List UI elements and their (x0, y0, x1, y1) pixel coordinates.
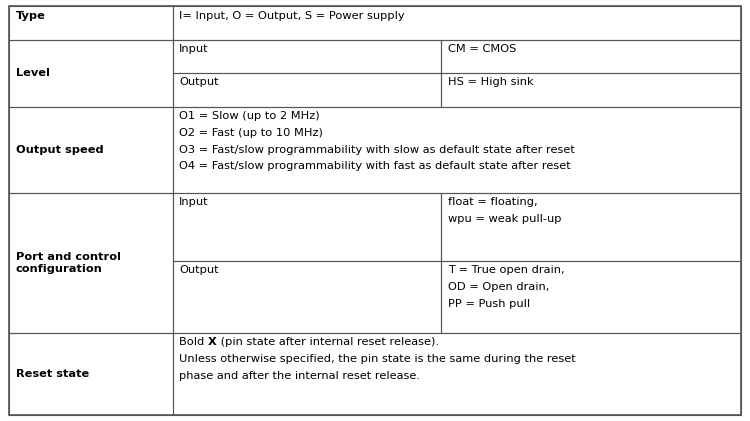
Bar (9, 193, 172, 333)
Bar (441, 40, 741, 73)
Text: CM = CMOS: CM = CMOS (448, 44, 516, 54)
Text: Unless otherwise specified, the pin state is the same during the reset: Unless otherwise specified, the pin stat… (179, 354, 576, 364)
Bar (441, 193, 741, 261)
Text: Type: Type (16, 11, 46, 21)
Text: Output speed: Output speed (16, 145, 104, 155)
Bar (9, 40, 172, 107)
Text: I= Input, O = Output, S = Power supply: I= Input, O = Output, S = Power supply (179, 11, 405, 21)
Text: Input: Input (179, 44, 209, 54)
Bar (172, 261, 441, 333)
Text: O2 = Fast (up to 10 MHz): O2 = Fast (up to 10 MHz) (179, 128, 323, 138)
Text: O1 = Slow (up to 2 MHz): O1 = Slow (up to 2 MHz) (179, 111, 320, 121)
Text: T = True open drain,: T = True open drain, (448, 265, 564, 275)
Text: Reset state: Reset state (16, 369, 89, 379)
Bar (172, 193, 441, 261)
Text: X: X (209, 337, 217, 347)
Text: phase and after the internal reset release.: phase and after the internal reset relea… (179, 371, 420, 381)
Bar (172, 40, 441, 73)
Bar (441, 73, 741, 107)
Bar (172, 6, 741, 40)
Bar (172, 333, 741, 415)
Text: Output: Output (179, 265, 219, 275)
Bar (172, 107, 741, 193)
Text: Bold: Bold (179, 337, 208, 347)
Bar (9, 107, 172, 193)
Text: O4 = Fast/slow programmability with fast as default state after reset: O4 = Fast/slow programmability with fast… (179, 161, 571, 171)
Bar (441, 261, 741, 333)
Text: OD = Open drain,: OD = Open drain, (448, 282, 549, 292)
Text: O3 = Fast/slow programmability with slow as default state after reset: O3 = Fast/slow programmability with slow… (179, 144, 575, 155)
Text: PP = Push pull: PP = Push pull (448, 298, 530, 309)
Text: Level: Level (16, 68, 50, 78)
Text: float = floating,: float = floating, (448, 197, 537, 207)
Text: Input: Input (179, 197, 209, 207)
Bar (9, 333, 172, 415)
Text: (pin state after internal reset release).: (pin state after internal reset release)… (217, 337, 439, 347)
Text: wpu = weak pull-up: wpu = weak pull-up (448, 214, 561, 224)
Bar (172, 73, 441, 107)
Bar (9, 6, 172, 40)
Text: Port and control
configuration: Port and control configuration (16, 252, 121, 274)
Text: Output: Output (179, 77, 219, 88)
Text: HS = High sink: HS = High sink (448, 77, 533, 88)
